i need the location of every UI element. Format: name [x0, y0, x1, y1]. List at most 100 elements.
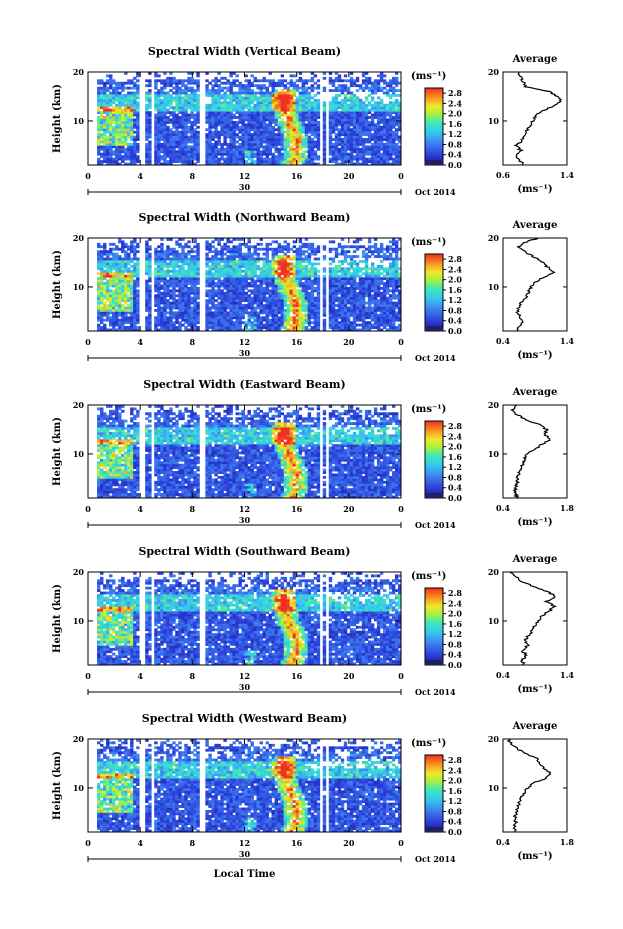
heatmap-cell — [334, 123, 339, 127]
heatmap-cell — [262, 86, 266, 90]
heatmap-cell — [397, 118, 402, 122]
heatmap-cell — [259, 123, 263, 127]
heatmap-cell — [394, 160, 399, 163]
heatmap-cell — [115, 84, 119, 88]
heatmap-cell — [280, 118, 285, 122]
heatmap-cell — [235, 326, 239, 329]
heatmap-cell — [304, 160, 309, 163]
heatmap-cell — [127, 145, 131, 149]
heatmap-cell — [196, 260, 200, 263]
heatmap-cell — [340, 84, 345, 88]
heatmap-cell — [154, 267, 158, 271]
heatmap-cell — [259, 98, 263, 102]
heatmap-cell — [247, 138, 251, 141]
heatmap-cell — [118, 313, 122, 317]
heatmap-cell — [388, 106, 393, 110]
heatmap-cell — [298, 118, 303, 122]
heatmap-cell — [289, 106, 294, 110]
heatmap-cell — [385, 89, 390, 92]
heatmap-cell — [175, 250, 179, 254]
heatmap-cell — [163, 277, 167, 281]
heatmap-cell — [334, 157, 339, 161]
heatmap-cell — [220, 257, 224, 261]
heatmap-cell — [229, 313, 233, 317]
heatmap-cell — [310, 152, 315, 156]
heatmap-cell — [271, 294, 275, 298]
heatmap-cell — [292, 157, 297, 161]
heatmap-cell — [388, 157, 393, 161]
heatmap-cell — [289, 299, 294, 303]
heatmap-cell — [286, 94, 291, 97]
heatmap-cell — [280, 250, 285, 254]
heatmap-cell — [307, 111, 312, 115]
heatmap-cell — [220, 255, 224, 258]
heatmap-cell — [214, 328, 218, 332]
heatmap-cell — [340, 91, 345, 95]
heatmap-cell — [109, 84, 113, 88]
heatmap-cell — [253, 140, 257, 144]
heatmap-cell — [298, 308, 303, 312]
heatmap-cell — [373, 162, 378, 166]
heatmap-cell — [343, 113, 348, 117]
heatmap-cell — [196, 145, 200, 149]
heatmap-cell — [193, 133, 197, 137]
heatmap-cell — [364, 120, 369, 124]
heatmap-cell — [175, 133, 179, 137]
heatmap-cell — [310, 140, 315, 144]
heatmap-cell — [220, 130, 224, 134]
heatmap-cell — [283, 326, 288, 329]
heatmap-cell — [178, 321, 182, 325]
heatmap-cell — [193, 323, 197, 327]
heatmap-cell — [133, 311, 137, 315]
heatmap-cell — [217, 260, 221, 263]
heatmap-cell — [169, 250, 173, 254]
heatmap-cell — [184, 108, 188, 112]
heatmap-cell — [211, 294, 215, 298]
heatmap-cell — [205, 277, 209, 281]
heatmap-cell — [115, 304, 119, 307]
heatmap-cell — [295, 96, 300, 100]
heatmap-cell — [298, 123, 303, 127]
heatmap-cell — [109, 155, 113, 159]
heatmap-cell — [136, 272, 140, 276]
heatmap-cell — [184, 101, 188, 105]
heatmap-cell — [187, 286, 191, 290]
heatmap-cell — [238, 245, 242, 249]
heatmap-cell — [394, 113, 399, 117]
heatmap-cell — [238, 269, 242, 273]
heatmap-cell — [388, 140, 393, 144]
heatmap-cell — [268, 84, 272, 88]
heatmap-cell — [115, 152, 119, 156]
heatmap-cell — [385, 125, 390, 129]
heatmap-cell — [184, 160, 188, 163]
heatmap-cell — [286, 250, 291, 254]
heatmap-cell — [157, 116, 161, 119]
heatmap-cell — [304, 96, 309, 100]
heatmap-cell — [298, 328, 303, 332]
heatmap-cell — [184, 157, 188, 161]
heatmap-cell — [277, 279, 282, 283]
heatmap-cell — [163, 150, 167, 154]
heatmap-cell — [187, 311, 191, 315]
heatmap-cell — [289, 247, 294, 251]
heatmap-cell — [226, 160, 230, 163]
heatmap-cell — [217, 138, 221, 141]
heatmap-cell — [244, 242, 248, 246]
heatmap-cell — [322, 108, 327, 112]
heatmap-cell — [283, 152, 288, 156]
heatmap-cell — [127, 318, 131, 322]
heatmap-cell — [166, 98, 170, 102]
heatmap-cell — [334, 86, 339, 90]
heatmap-cell — [388, 133, 393, 137]
heatmap-cell — [268, 101, 272, 105]
heatmap-cell — [232, 274, 236, 278]
heatmap-cell — [256, 294, 260, 298]
heatmap-cell — [121, 272, 125, 276]
heatmap-cell — [235, 150, 239, 154]
heatmap-cell — [175, 272, 179, 276]
heatmap-cell — [253, 128, 257, 132]
heatmap-cell — [232, 247, 236, 251]
heatmap-cell — [118, 284, 122, 288]
heatmap-cell — [163, 94, 167, 97]
heatmap-cell — [172, 326, 176, 329]
